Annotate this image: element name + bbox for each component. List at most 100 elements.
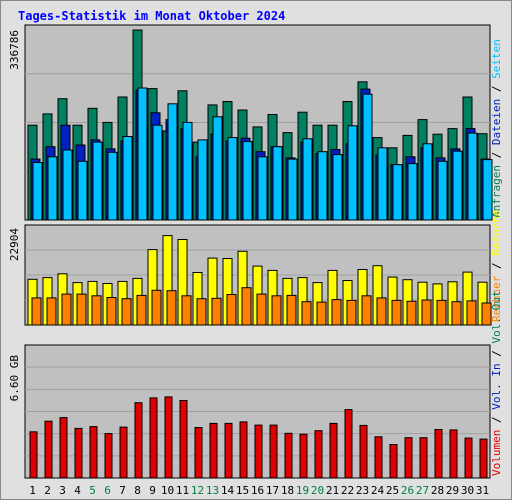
legend-entry: /: [490, 256, 503, 276]
bar-rechner-day-15: [241, 287, 252, 326]
x-tick-label: 25: [386, 484, 399, 497]
x-tick-label: 12: [191, 484, 204, 497]
bar-volumen-day-31: [479, 438, 488, 479]
bar-volumen-day-25: [389, 444, 398, 479]
bar-rechner-day-9: [151, 289, 162, 326]
bar-volumen-day-5: [89, 426, 98, 479]
bar-volumen-day-18: [284, 432, 293, 479]
bar-rechner-day-6: [106, 297, 117, 326]
bar-volumen-day-27: [419, 437, 428, 479]
bar-volumen-day-24: [374, 436, 383, 479]
x-tick-label: 22: [341, 484, 354, 497]
bar-volumen-day-9: [149, 397, 158, 479]
bar-seiten-day-12: [197, 139, 208, 221]
bar-rechner-day-22: [346, 299, 357, 326]
bar-volumen-day-3: [59, 417, 68, 479]
legend-entry: /: [490, 79, 503, 99]
bar-rechner-day-20: [316, 301, 327, 326]
bar-volumen-day-12: [194, 427, 203, 479]
x-tick-label: 26: [401, 484, 414, 497]
x-tick-label: 16: [251, 484, 264, 497]
x-tick-label: 2: [44, 484, 51, 497]
bar-rechner-day-23: [361, 295, 372, 326]
bar-seiten-day-31: [482, 159, 493, 221]
bar-seiten-day-15: [242, 141, 253, 221]
bar-rechner-day-27: [421, 299, 432, 326]
bar-volumen-day-29: [449, 429, 458, 479]
bar-seiten-day-23: [362, 93, 373, 221]
bar-seiten-day-3: [62, 149, 73, 221]
bar-volumen-day-19: [299, 433, 308, 479]
legend-entry: /: [490, 145, 503, 165]
bar-rechner-day-29: [451, 301, 462, 326]
bar-rechner-day-31: [481, 302, 492, 326]
x-tick-label: 31: [476, 484, 489, 497]
bar-seiten-day-30: [467, 132, 478, 221]
bar-volumen-day-23: [359, 424, 368, 479]
bar-seiten-day-18: [287, 158, 298, 221]
bar-volumen-day-2: [44, 420, 53, 479]
bar-seiten-day-1: [32, 162, 43, 221]
x-tick-label: 14: [221, 484, 235, 497]
bar-rechner-day-21: [331, 299, 342, 326]
bar-seiten-day-4: [77, 160, 88, 221]
x-tick-label: 1: [29, 484, 36, 497]
legend-visits: Rechner / Besuche: [490, 209, 503, 322]
bar-volumen-day-7: [119, 426, 128, 479]
legend-entry: /: [490, 410, 503, 430]
legend-entry: Volumen: [490, 430, 503, 476]
x-tick-label: 29: [446, 484, 459, 497]
x-tick-label: 20: [311, 484, 324, 497]
bar-rechner-day-17: [271, 295, 282, 326]
x-tick-label: 10: [161, 484, 174, 497]
legend-entry: Seiten: [490, 39, 503, 79]
panel-volume-max-label: 6.60 GB: [8, 355, 21, 402]
bar-volumen-day-6: [104, 433, 113, 479]
bar-seiten-day-28: [437, 160, 448, 221]
bar-seiten-day-20: [317, 151, 328, 221]
bar-volumen-day-20: [314, 430, 323, 479]
bar-seiten-day-29: [452, 150, 463, 221]
bar-rechner-day-14: [226, 294, 237, 326]
x-tick-label: 18: [281, 484, 294, 497]
legend-entry: Besuche: [490, 209, 503, 255]
bar-seiten-day-24: [377, 147, 388, 221]
chart-title: Tages-Statistik im Monat Oktober 2024: [18, 9, 285, 23]
legend-requests: Anfragen / Dateien / Seiten: [490, 39, 503, 218]
bar-volumen-day-11: [179, 400, 188, 479]
x-tick-label: 23: [356, 484, 369, 497]
bar-rechner-day-19: [301, 301, 312, 326]
bar-volumen-day-28: [434, 429, 443, 479]
bar-rechner-day-11: [181, 295, 192, 326]
bar-volumen-day-26: [404, 437, 413, 479]
x-tick-label: 27: [416, 484, 429, 497]
bar-seiten-day-5: [92, 141, 103, 221]
x-tick-label: 7: [119, 484, 126, 497]
bar-rechner-day-4: [76, 293, 87, 326]
bar-volumen-day-16: [254, 424, 263, 479]
bar-volumen-day-17: [269, 424, 278, 479]
x-tick-label: 5: [89, 484, 96, 497]
legend-entry: Vol. In: [490, 363, 503, 409]
bar-rechner-day-5: [91, 295, 102, 326]
bar-rechner-day-13: [211, 297, 222, 326]
bar-rechner-day-10: [166, 290, 177, 326]
x-tick-label: 11: [176, 484, 189, 497]
bar-rechner-day-25: [391, 299, 402, 326]
bar-volumen-day-21: [329, 422, 338, 479]
bar-seiten-day-25: [392, 164, 403, 221]
bar-seiten-day-21: [332, 154, 343, 221]
bar-seiten-day-2: [47, 156, 58, 221]
bar-volumen-day-22: [344, 409, 353, 479]
bar-rechner-day-28: [436, 299, 447, 326]
x-tick-label: 4: [74, 484, 81, 497]
bar-seiten-day-10: [167, 103, 178, 221]
bar-rechner-day-3: [61, 293, 72, 326]
x-tick-label: 6: [104, 484, 111, 497]
bar-seiten-day-17: [272, 146, 283, 221]
bar-seiten-day-6: [107, 151, 118, 221]
x-tick-label: 30: [461, 484, 474, 497]
bar-rechner-day-16: [256, 293, 267, 326]
x-tick-label: 13: [206, 484, 219, 497]
